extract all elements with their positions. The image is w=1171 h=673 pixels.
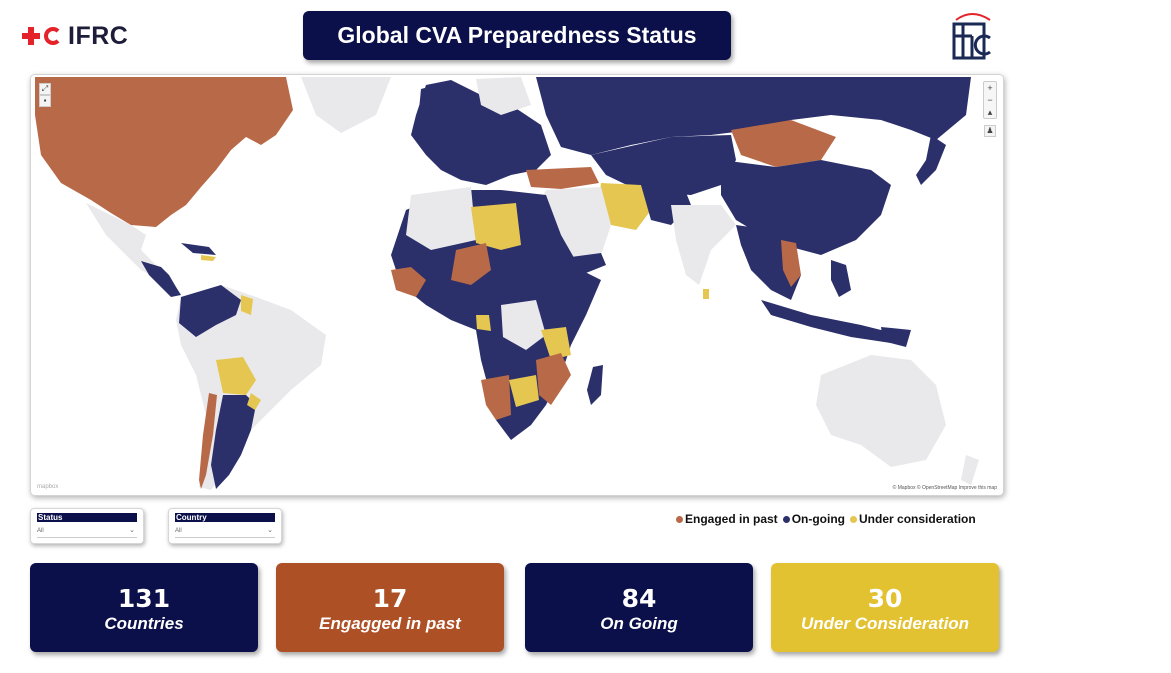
map-angola-namibia[interactable] [481,375,511,420]
status-filter-label: Status [37,513,137,522]
map-scandinavia[interactable] [476,77,531,115]
kpi-ongoing-label: On Going [600,614,678,633]
legend-dot-icon [676,515,683,523]
legend-ongoing-label: On-going [791,512,846,526]
map-select-icon[interactable]: ▪ [39,95,51,107]
partner-logo [950,10,994,62]
ifrc-logo: IFRC [22,22,128,50]
status-filter-dropdown[interactable]: All ⌄ [37,525,137,538]
kpi-engaged-label: Engagged in past [319,614,461,633]
map-mongolia[interactable] [731,120,836,167]
country-filter-label: Country [175,513,275,522]
map-drc-area[interactable] [501,300,546,350]
map-legend: Engaged in past On-going Under considera… [676,512,976,526]
red-crescent-icon [44,27,62,45]
legend-engaged-label: Engaged in past [685,512,778,526]
map-greenland[interactable] [301,77,391,133]
map-haiti[interactable] [201,255,216,261]
map-turkey[interactable] [526,167,599,189]
chevron-down-icon: ⌄ [267,527,273,534]
map-attribution[interactable]: © Mapbox © OpenStreetMap Improve this ma… [892,485,997,491]
kpi-consideration: 30 Under Consideration [771,563,999,652]
legend-dot-icon [850,515,858,523]
red-cross-icon [22,27,40,45]
legend-consideration-label: Under consideration [859,512,976,526]
mapbox-logo: mapbox [37,484,59,490]
kpi-consideration-label: Under Consideration [800,614,970,633]
map-mexico[interactable] [86,203,169,280]
map-caribbean[interactable] [181,243,216,255]
kpi-engaged-value: 17 [372,584,408,613]
map-north-africa-neutral[interactable] [406,187,476,250]
legend-engaged[interactable]: Engaged in past [676,512,778,526]
map-zoom-controls[interactable]: + − ▴ [983,81,997,119]
country-filter-value: All [175,528,182,534]
ifrc-wordmark: IFRC [68,21,129,50]
country-filter-dropdown[interactable]: All ⌄ [175,525,275,538]
map-middle-east[interactable] [536,187,611,275]
map-argentina[interactable] [211,395,256,489]
zoom-in-icon[interactable]: + [987,83,993,93]
status-filter-value: All [37,528,44,534]
kpi-countries-label: Countries [104,614,184,633]
map-central-america[interactable] [141,261,181,297]
world-map[interactable]: ⤢ ▪ + − ▴ ♟ mapbox © Mapbox © OpenStreet… [30,74,1004,496]
map-philippines[interactable] [831,260,851,297]
map-indonesia[interactable] [761,300,901,343]
map-north-america[interactable] [35,77,293,227]
kpi-ongoing: 84 On Going [525,563,753,652]
map-west-africa-engaged[interactable] [391,267,426,297]
map-paraguay[interactable] [247,393,261,410]
zoom-out-icon[interactable]: − [987,95,993,105]
map-libya[interactable] [471,203,521,250]
legend-dot-icon [782,515,790,523]
map-sri-lanka[interactable] [703,289,709,299]
kpi-countries-value: 131 [117,584,171,613]
map-bolivia[interactable] [216,357,256,395]
map-niger-nigeria[interactable] [451,243,491,285]
kpi-countries: 131 Countries [30,563,258,652]
map-guyana[interactable] [241,295,253,315]
map-gabon[interactable] [476,315,491,331]
page-title: Global CVA Preparedness Status [303,11,731,60]
map-iran[interactable] [599,183,651,230]
legend-ongoing[interactable]: On-going [782,512,846,526]
map-expand-icon[interactable]: ⤢ [39,83,51,95]
compass-icon[interactable]: ▴ [987,107,993,117]
map-mozambique[interactable] [536,353,571,405]
map-russia[interactable] [536,77,971,155]
map-png[interactable] [881,327,911,347]
legend-consideration[interactable]: Under consideration [850,512,976,526]
status-filter[interactable]: Status All ⌄ [30,508,144,544]
map-chile[interactable] [199,393,217,489]
country-filter[interactable]: Country All ⌄ [168,508,282,544]
map-japan[interactable] [916,135,946,185]
kpi-consideration-value: 30 [867,584,903,613]
map-zambia-zim[interactable] [509,375,539,407]
map-australia[interactable] [816,355,946,467]
map-central-asia[interactable] [591,135,736,195]
chevron-down-icon: ⌄ [129,527,135,534]
kpi-ongoing-value: 84 [621,584,657,613]
map-tanzania[interactable] [541,327,571,360]
map-vietnam[interactable] [781,240,801,287]
map-person-icon[interactable]: ♟ [984,125,996,137]
map-india[interactable] [671,205,736,285]
map-colombia-venezuela[interactable] [179,285,241,337]
map-europe[interactable] [411,80,551,185]
map-madagascar[interactable] [587,365,603,405]
map-uk[interactable] [419,85,441,123]
kpi-engaged: 17 Engagged in past [276,563,504,652]
map-new-zealand[interactable] [961,455,979,485]
